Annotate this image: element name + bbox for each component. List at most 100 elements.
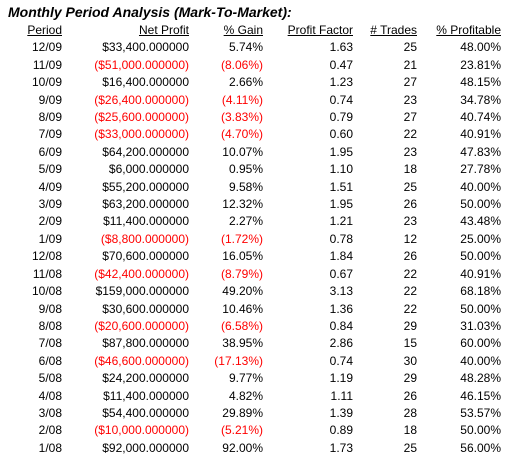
- pct-profitable-cell: 40.91%: [460, 127, 501, 142]
- trades-cell: 25: [403, 179, 417, 194]
- pct-profitable-cell: 60.00%: [460, 336, 501, 351]
- table-row: 12/09 $33,400.000000 5.74% 1.63 25 48.00%: [0, 39, 501, 56]
- table-row: 7/09 ($33,000.000000) (4.70%) 0.60 22 40.91%: [0, 126, 501, 143]
- pct-profitable-cell: 48.28%: [460, 371, 501, 386]
- pct-gain-cell: (8.79%): [220, 266, 263, 281]
- profit-factor-cell: 0.67: [329, 266, 353, 281]
- net-profit-cell: ($51,000.000000): [94, 57, 189, 72]
- pct-gain-cell: 38.95%: [222, 336, 263, 351]
- pct-gain-cell: 9.58%: [228, 179, 263, 194]
- trades-cell: 27: [403, 75, 417, 90]
- net-profit-cell: $159,000.000000: [95, 284, 189, 299]
- pct-gain-cell: (4.70%): [220, 127, 263, 142]
- profit-factor-cell: 1.51: [329, 179, 353, 194]
- trades-cell: 21: [403, 57, 417, 72]
- pct-gain-cell: 16.05%: [222, 249, 263, 264]
- table-row: 3/09 $63,200.000000 12.32% 1.95 26 50.00%: [0, 196, 501, 213]
- table-row: 11/08 ($42,400.000000) (8.79%) 0.67 22 40.91%: [0, 266, 501, 283]
- trades-cell: 22: [403, 127, 417, 142]
- monthly-period-table: Period Net Profit % Gain Profit Factor #…: [0, 22, 501, 457]
- header-period: Period: [27, 23, 62, 37]
- pct-profitable-cell: 31.03%: [460, 318, 501, 333]
- net-profit-cell: $64,200.000000: [102, 144, 189, 159]
- pct-gain-cell: 5.74%: [228, 40, 263, 55]
- trades-cell: 23: [403, 214, 417, 229]
- pct-profitable-cell: 56.00%: [460, 440, 501, 455]
- pct-profitable-cell: 46.15%: [460, 388, 501, 403]
- pct-gain-cell: (17.13%): [214, 353, 263, 368]
- trades-cell: 23: [403, 92, 417, 107]
- period-cell: 5/09: [38, 162, 62, 177]
- net-profit-cell: ($25,600.000000): [94, 110, 189, 125]
- net-profit-cell: $11,400.000000: [103, 388, 189, 403]
- header-row: Period Net Profit % Gain Profit Factor #…: [0, 22, 501, 39]
- table-row: 10/08 $159,000.000000 49.20% 3.13 22 68.18%: [0, 283, 501, 300]
- net-profit-cell: $70,600.000000: [102, 249, 189, 264]
- net-profit-cell: ($42,400.000000): [94, 266, 189, 281]
- header-pct-profitable: % Profitable: [436, 23, 501, 37]
- trades-cell: 28: [403, 405, 417, 420]
- header-profit-factor: Profit Factor: [287, 23, 353, 37]
- trades-cell: 26: [403, 197, 417, 212]
- profit-factor-cell: 0.47: [329, 57, 353, 72]
- trades-cell: 12: [403, 231, 417, 246]
- net-profit-cell: $33,400.000000: [102, 40, 189, 55]
- period-cell: 11/09: [32, 57, 62, 72]
- table-row: 4/08 $11,400.000000 4.82% 1.11 26 46.15%: [0, 388, 501, 405]
- net-profit-cell: $11,400.000000: [103, 214, 189, 229]
- pct-profitable-cell: 50.00%: [460, 423, 501, 438]
- period-cell: 7/08: [38, 336, 62, 351]
- pct-profitable-cell: 40.91%: [460, 266, 501, 281]
- trades-cell: 15: [403, 336, 417, 351]
- period-cell: 9/08: [38, 301, 62, 316]
- pct-gain-cell: (6.58%): [220, 318, 263, 333]
- pct-profitable-cell: 47.83%: [460, 144, 501, 159]
- pct-gain-cell: 10.46%: [222, 301, 263, 316]
- pct-profitable-cell: 68.18%: [460, 284, 501, 299]
- net-profit-cell: ($20,600.000000): [94, 318, 189, 333]
- pct-gain-cell: 0.95%: [228, 162, 263, 177]
- net-profit-cell: $92,000.000000: [102, 440, 189, 455]
- net-profit-cell: ($26,400.000000): [94, 92, 189, 107]
- profit-factor-cell: 1.11: [330, 388, 353, 403]
- period-cell: 1/09: [38, 231, 62, 246]
- net-profit-cell: ($10,000.000000): [94, 423, 189, 438]
- period-cell: 8/09: [38, 110, 62, 125]
- pct-gain-cell: 10.07%: [222, 144, 263, 159]
- period-cell: 7/09: [38, 127, 62, 142]
- profit-factor-cell: 1.23: [329, 75, 353, 90]
- pct-gain-cell: (5.21%): [220, 423, 263, 438]
- pct-profitable-cell: 43.48%: [460, 214, 501, 229]
- period-cell: 9/09: [38, 92, 62, 107]
- pct-gain-cell: 12.32%: [222, 197, 263, 212]
- period-cell: 10/09: [31, 75, 62, 90]
- profit-factor-cell: 0.79: [329, 110, 353, 125]
- net-profit-cell: $24,200.000000: [102, 371, 189, 386]
- table-body: 12/09 $33,400.000000 5.74% 1.63 25 48.00% 11/0…: [0, 39, 501, 457]
- period-cell: 11/08: [32, 266, 62, 281]
- pct-gain-cell: 4.82%: [228, 388, 263, 403]
- period-cell: 2/09: [38, 214, 62, 229]
- table-row: 2/08 ($10,000.000000) (5.21%) 0.89 18 50.00%: [0, 422, 501, 439]
- table-row: 6/08 ($46,600.000000) (17.13%) 0.74 30 40.00%: [0, 353, 501, 370]
- profit-factor-cell: 1.95: [329, 197, 353, 212]
- period-cell: 10/08: [31, 284, 62, 299]
- period-cell: 5/08: [38, 371, 62, 386]
- profit-factor-cell: 0.78: [329, 231, 353, 246]
- period-cell: 2/08: [38, 423, 62, 438]
- trades-cell: 22: [403, 301, 417, 316]
- period-cell: 1/08: [38, 440, 62, 455]
- period-cell: 3/09: [38, 197, 62, 212]
- trades-cell: 30: [403, 353, 417, 368]
- profit-factor-cell: 1.21: [329, 214, 353, 229]
- table-row: 8/09 ($25,600.000000) (3.83%) 0.79 27 40.74%: [0, 109, 501, 126]
- trades-cell: 23: [403, 144, 417, 159]
- period-cell: 12/09: [31, 40, 62, 55]
- profit-factor-cell: 0.60: [329, 127, 353, 142]
- table-row: 3/08 $54,400.000000 29.89% 1.39 28 53.57%: [0, 405, 501, 422]
- pct-gain-cell: 9.77%: [228, 371, 263, 386]
- pct-profitable-cell: 48.00%: [460, 40, 501, 55]
- header-trades: # Trades: [370, 23, 417, 37]
- net-profit-cell: $55,200.000000: [102, 179, 189, 194]
- profit-factor-cell: 3.13: [329, 284, 353, 299]
